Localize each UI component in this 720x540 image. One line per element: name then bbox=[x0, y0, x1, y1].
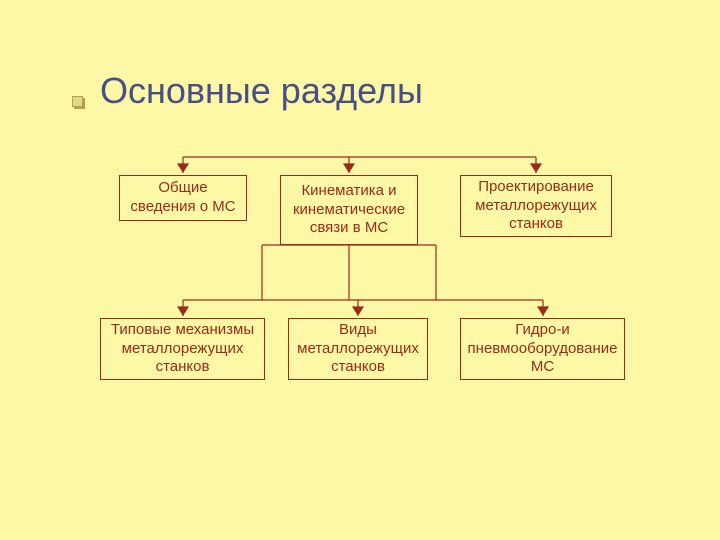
box-machine-types: Виды металлорежущих станков bbox=[288, 318, 428, 380]
box-design: Проектирование металлорежущих станков bbox=[460, 175, 612, 237]
title-bullet bbox=[72, 96, 83, 107]
box-label: Проектирование металлорежущих станков bbox=[467, 178, 605, 234]
box-typical-mechanisms: Типовые механизмы металлорежущих станков bbox=[100, 318, 265, 380]
box-label: Типовые механизмы металлорежущих станков bbox=[107, 321, 258, 377]
slide-title: Основные разделы bbox=[100, 70, 423, 112]
box-general-info: Общие сведения о МС bbox=[119, 175, 247, 221]
slide: Основные разделы Общие сведения о МС Кин… bbox=[0, 0, 720, 540]
box-label: Виды металлорежущих станков bbox=[295, 321, 421, 377]
box-kinematics: Кинематика и кинематические связи в МС bbox=[280, 175, 418, 245]
box-hydro-pneumo: Гидро-и пневмооборудование МС bbox=[460, 318, 625, 380]
box-label: Кинематика и кинематические связи в МС bbox=[287, 182, 411, 238]
box-label: Гидро-и пневмооборудование МС bbox=[467, 321, 618, 377]
box-label: Общие сведения о МС bbox=[126, 179, 240, 217]
